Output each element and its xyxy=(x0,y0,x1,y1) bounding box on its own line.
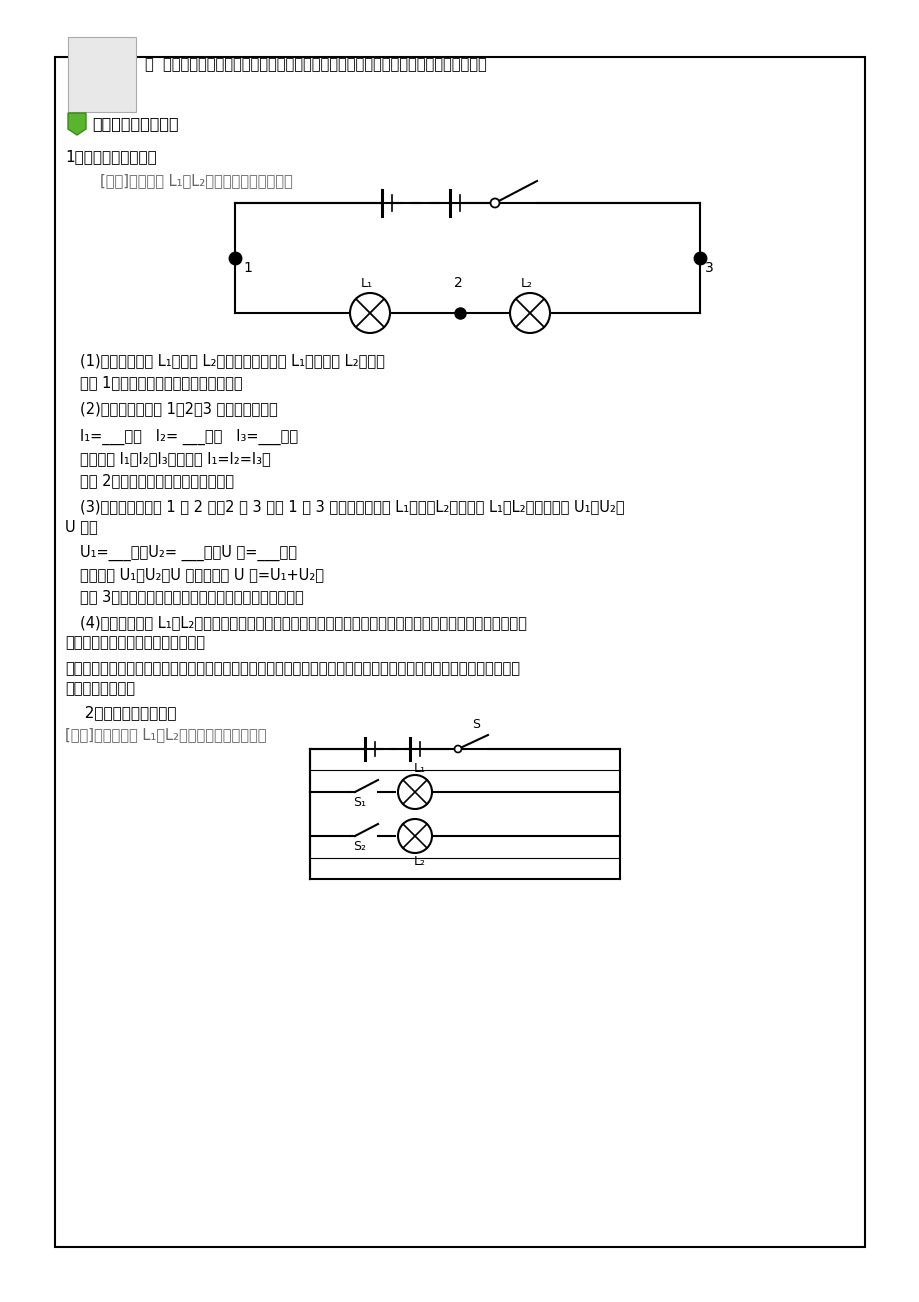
Text: L₁: L₁ xyxy=(360,277,372,290)
Text: S₂: S₂ xyxy=(353,840,366,853)
Text: 3: 3 xyxy=(704,260,713,275)
Text: 特点 3：串联电路中总的电压等于各灯两端的电压之和。: 特点 3：串联电路中总的电压等于各灯两端的电压之和。 xyxy=(80,589,303,604)
Text: 2: 2 xyxy=(453,276,462,290)
Circle shape xyxy=(398,819,432,853)
Text: L₂: L₂ xyxy=(414,855,425,868)
Circle shape xyxy=(490,198,499,207)
Bar xyxy=(68,36,136,112)
Text: U₁=___伏，U₂= ___伏，U 总=___伏。: U₁=___伏，U₂= ___伏，U 总=___伏。 xyxy=(80,546,297,561)
Polygon shape xyxy=(68,113,85,135)
Text: (3)用电压表分别测 1 与 2 间、2 与 3 间和 1 与 3 间的电压，即灯 L₁两端，L₂两端，灯 L₁、L₂两端的电压 U₁、U₂、: (3)用电压表分别测 1 与 2 间、2 与 3 间和 1 与 3 间的电压，即… xyxy=(80,499,624,514)
Text: 可以得出 U₁、U₂、U 总的关系是 U 总=U₁+U₂。: 可以得出 U₁、U₂、U 总的关系是 U 总=U₁+U₂。 xyxy=(80,566,323,582)
Text: (1)闭合开关：灯 L₁亮，灯 L₂亮；断开开关，灯 L₁不亮，灯 L₂不亮。: (1)闭合开关：灯 L₁亮，灯 L₂亮；断开开关，灯 L₁不亮，灯 L₂不亮。 xyxy=(80,353,384,368)
Bar xyxy=(55,57,864,1247)
Text: 特点 2：串联电路中的电流处处相等。: 特点 2：串联电路中的电流处处相等。 xyxy=(80,473,233,488)
Text: [实验]把两只灯 L₁、L₂连接成如图的电路图。: [实验]把两只灯 L₁、L₂连接成如图的电路图。 xyxy=(100,173,292,187)
Text: 1: 1 xyxy=(243,260,252,275)
Circle shape xyxy=(349,293,390,333)
Text: U 总。: U 总。 xyxy=(65,519,97,534)
Text: (2)电流表分别测出 1、2、3 处的电流大小。: (2)电流表分别测出 1、2、3 处的电流大小。 xyxy=(80,401,278,417)
Text: 特点 1：开关同时控制两只灯的亮或灭。: 特点 1：开关同时控制两只灯的亮或灭。 xyxy=(80,375,243,391)
Text: 归纳：串联电路的特点：开关同时控制灯的亮和灭；电流处处相等；总电压等于各灯两端的电压之和；其中一灯熄灭，: 归纳：串联电路的特点：开关同时控制灯的亮和灭；电流处处相等；总电压等于各灯两端的… xyxy=(65,661,519,676)
Text: 串并联电路的特点：: 串并联电路的特点： xyxy=(92,116,178,132)
Text: S₁: S₁ xyxy=(353,796,366,809)
Circle shape xyxy=(509,293,550,333)
Text: L₂: L₂ xyxy=(520,277,532,290)
Text: 2、并联电路的特点：: 2、并联电路的特点： xyxy=(75,704,176,720)
Text: 条通路，电路上灯的亮灭相互影响。: 条通路，电路上灯的亮灭相互影响。 xyxy=(65,635,205,650)
Circle shape xyxy=(454,746,461,753)
Text: 可以得出 I₁、I₂、I₃的关系是 I₁=I₂=I₃。: 可以得出 I₁、I₂、I₃的关系是 I₁=I₂=I₃。 xyxy=(80,450,270,466)
Text: L₁: L₁ xyxy=(414,762,425,775)
Text: I₁=___安，   I₂= ___安，   I₃=___安。: I₁=___安， I₂= ___安， I₃=___安。 xyxy=(80,428,298,445)
Text: 其他灯全部熄灭。: 其他灯全部熄灭。 xyxy=(65,681,135,697)
Circle shape xyxy=(398,775,432,809)
Text: (4)闭合开关，灯 L₁、L₂同时发光，拿掉其中一只灯，发生的现象是另一灯不发光。原因是：串联电路中只有一: (4)闭合开关，灯 L₁、L₂同时发光，拿掉其中一只灯，发生的现象是另一灯不发光… xyxy=(80,615,527,630)
Text: [实验]把两只电灯 L₁、L₂连接成如图的电路图。: [实验]把两只电灯 L₁、L₂连接成如图的电路图。 xyxy=(65,727,267,742)
Text: ：  专题概述：电路是学习电学的基础，重点掌握电路的连接方法、串并联电路的特点。: ： 专题概述：电路是学习电学的基础，重点掌握电路的连接方法、串并联电路的特点。 xyxy=(145,57,486,73)
Text: 1、串联电路的特点：: 1、串联电路的特点： xyxy=(65,148,156,164)
Text: S: S xyxy=(471,717,480,730)
